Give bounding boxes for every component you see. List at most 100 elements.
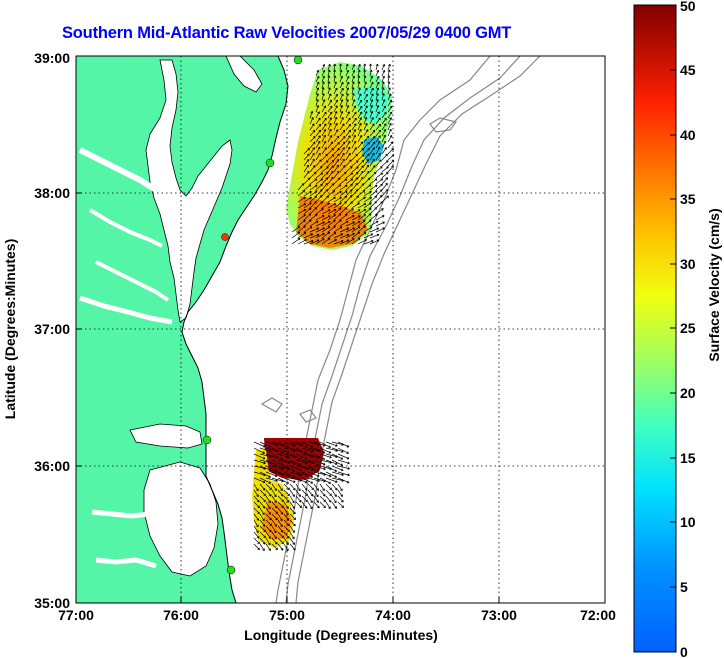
y-tick-label: 37:00 xyxy=(34,321,70,337)
velocity-vector xyxy=(339,165,346,173)
colorbar xyxy=(633,4,677,653)
north-field-cool xyxy=(354,86,388,124)
velocity-vector xyxy=(333,135,340,143)
velocity-vector xyxy=(357,239,368,245)
velocity-vector xyxy=(283,477,296,483)
velocity-vector xyxy=(337,495,344,503)
velocity-vector xyxy=(283,507,289,516)
velocity-vector xyxy=(345,159,352,167)
velocity-vector xyxy=(351,220,361,227)
velocity-vector xyxy=(319,489,326,497)
velocity-vector xyxy=(301,441,314,448)
velocity-vector xyxy=(351,182,358,191)
velocity-vector xyxy=(327,189,336,197)
velocity-vector xyxy=(381,123,387,131)
velocity-vector xyxy=(315,140,321,149)
velocity-vector xyxy=(381,140,387,149)
velocity-vector xyxy=(363,219,372,227)
velocity-vector xyxy=(315,215,325,221)
velocity-vector xyxy=(277,537,284,545)
velocity-vector xyxy=(265,471,278,478)
velocity-vector xyxy=(357,135,363,143)
velocity-vector xyxy=(295,459,308,465)
velocity-vector xyxy=(259,441,272,448)
velocity-vector xyxy=(277,495,284,503)
velocity-vector xyxy=(327,165,334,173)
velocity-vector xyxy=(315,178,324,185)
velocity-vector xyxy=(301,483,308,491)
velocity-vector xyxy=(327,69,331,77)
velocity-vector xyxy=(345,227,355,233)
velocity-vector xyxy=(283,531,290,539)
velocity-vector xyxy=(363,105,368,113)
velocity-vector xyxy=(345,140,351,149)
y-tick-label: 36:00 xyxy=(34,458,70,474)
velocity-vector xyxy=(369,233,380,239)
velocity-vector xyxy=(315,172,324,179)
velocity-vector xyxy=(309,147,315,155)
velocity-vector xyxy=(369,69,373,77)
velocity-vector xyxy=(339,213,348,221)
velocity-vector xyxy=(363,202,372,209)
velocity-vector xyxy=(357,122,362,131)
velocity-vector xyxy=(301,477,314,484)
velocity-vector xyxy=(327,203,337,209)
velocity-vector xyxy=(345,152,351,161)
velocity-vector xyxy=(319,441,331,448)
velocity-vector xyxy=(339,93,344,101)
velocity-vector xyxy=(345,189,353,197)
velocity-vector xyxy=(327,75,331,83)
velocity-vector xyxy=(309,158,315,167)
velocity-vector xyxy=(363,153,370,161)
velocity-vector xyxy=(265,483,272,490)
velocity-vector xyxy=(387,105,393,113)
velocity-vector xyxy=(253,537,260,545)
velocity-vector xyxy=(289,453,302,460)
velocity-vector xyxy=(331,501,338,509)
velocity-vector xyxy=(369,135,376,143)
velocity-vector xyxy=(387,148,394,155)
velocity-vector xyxy=(315,232,325,239)
velocity-vector xyxy=(339,117,344,125)
velocity-vector xyxy=(333,233,344,239)
velocity-vector xyxy=(253,477,266,484)
velocity-vector xyxy=(357,87,361,95)
velocity-vector xyxy=(363,87,368,95)
velocity-vector xyxy=(381,93,385,101)
velocity-vector xyxy=(327,122,332,131)
velocity-vector xyxy=(315,159,322,167)
velocity-vector xyxy=(289,525,295,533)
velocity-vector xyxy=(339,152,345,161)
velocity-vector xyxy=(321,81,325,89)
velocity-vector xyxy=(339,110,344,119)
velocity-vector xyxy=(345,81,350,89)
velocity-vector xyxy=(363,122,368,131)
velocity-vector xyxy=(307,453,320,459)
velocity-vector xyxy=(301,447,314,453)
velocity-vector xyxy=(345,99,349,107)
pamlico-sound xyxy=(143,461,219,577)
velocity-vector xyxy=(357,203,367,209)
velocity-vector xyxy=(369,75,374,83)
velocity-vector xyxy=(339,239,350,245)
chart-title: Southern Mid-Atlantic Raw Velocities 200… xyxy=(62,24,512,42)
velocity-vector xyxy=(327,214,336,221)
velocity-vector xyxy=(345,123,352,131)
velocity-vector xyxy=(351,171,359,179)
velocity-vector xyxy=(363,196,372,203)
velocity-vector xyxy=(369,195,378,203)
velocity-vector xyxy=(321,99,326,107)
velocity-vector xyxy=(321,123,327,131)
velocity-vector xyxy=(339,129,346,137)
velocity-vector xyxy=(351,134,356,143)
velocity-vector xyxy=(259,465,272,472)
velocity-vector xyxy=(319,501,326,509)
velocity-vector xyxy=(271,495,277,503)
velocity-vector xyxy=(339,141,346,149)
velocity-vector xyxy=(327,148,334,155)
velocity-vector xyxy=(307,459,320,466)
velocity-vector xyxy=(387,117,392,125)
velocity-vector xyxy=(381,160,389,167)
velocity-vector xyxy=(333,196,342,203)
velocity-vector xyxy=(339,201,347,209)
